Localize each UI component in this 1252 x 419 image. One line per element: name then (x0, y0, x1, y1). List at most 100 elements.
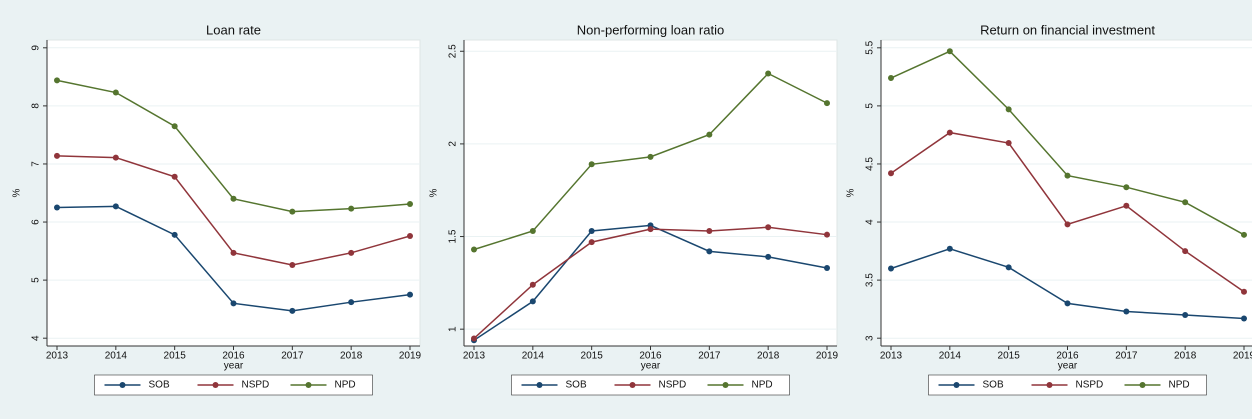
point (230, 195, 237, 202)
point (946, 129, 953, 136)
point (1241, 315, 1247, 322)
point (112, 203, 119, 210)
point (706, 227, 713, 234)
point (1182, 199, 1189, 206)
point (407, 291, 413, 298)
legend-label: NSPD (1076, 380, 1104, 391)
x-axis-label: year (641, 361, 661, 372)
point (824, 265, 830, 272)
point (946, 48, 953, 55)
chart-title: Non-performing loan ratio (577, 22, 724, 37)
point (765, 224, 772, 231)
y-tick-label: 2 (448, 141, 459, 147)
legend-label: NPD (335, 380, 356, 391)
legend-marker (305, 382, 312, 388)
point (54, 152, 60, 159)
point (946, 245, 953, 252)
point (112, 89, 119, 96)
legend-label: NSPD (242, 380, 270, 391)
legend-label: NSPD (659, 380, 687, 391)
y-tick-label: 1 (448, 326, 459, 332)
point (471, 335, 477, 342)
x-axis-label: year (224, 361, 244, 372)
point (1182, 311, 1189, 318)
legend-marker (629, 382, 636, 388)
point (588, 161, 595, 168)
y-tick-label: 4 (865, 219, 876, 225)
point (407, 201, 413, 208)
legend-marker (722, 382, 729, 388)
point (647, 226, 654, 233)
point (1241, 288, 1247, 295)
y-tick-label: 6 (31, 219, 42, 225)
y-axis-label: % (12, 188, 23, 197)
legend-label: SOB (566, 380, 587, 391)
point (230, 249, 237, 256)
x-tick-label: 2015 (998, 351, 1021, 362)
point (348, 299, 355, 306)
x-axis-label: year (1058, 361, 1078, 372)
point (289, 262, 296, 269)
point (706, 131, 713, 138)
y-axis-label: % (846, 188, 857, 197)
x-tick-label: 2018 (340, 351, 363, 362)
point (171, 231, 178, 238)
plot-area (463, 39, 838, 347)
point (1005, 264, 1012, 271)
x-tick-label: 2019 (399, 351, 422, 362)
point (1123, 308, 1130, 315)
point (529, 298, 536, 305)
point (230, 300, 237, 307)
point (1123, 184, 1130, 191)
x-tick-label: 2018 (1174, 351, 1197, 362)
point (765, 70, 772, 77)
y-tick-label: 9 (31, 45, 42, 51)
legend-label: SOB (983, 380, 1004, 391)
y-tick-label: 5.5 (865, 40, 876, 54)
point (348, 205, 355, 212)
point (407, 232, 413, 239)
legend-label: SOB (149, 380, 170, 391)
point (1005, 140, 1012, 147)
x-tick-label: 2017 (1115, 351, 1138, 362)
legend-marker (953, 382, 960, 388)
x-tick-label: 2013 (463, 351, 486, 362)
point (588, 227, 595, 234)
chart-title: Loan rate (206, 22, 261, 37)
point (289, 307, 296, 314)
point (647, 153, 654, 160)
point (529, 227, 536, 234)
legend-label: NPD (752, 380, 773, 391)
x-tick-label: 2015 (581, 351, 604, 362)
x-tick-label: 2019 (1233, 351, 1252, 362)
x-tick-label: 2013 (46, 351, 69, 362)
point (471, 246, 477, 253)
legend-marker (1139, 382, 1146, 388)
legend-label: NPD (1169, 380, 1190, 391)
point (888, 75, 894, 82)
point (888, 265, 894, 272)
legend-marker (536, 382, 543, 388)
x-tick-label: 2019 (816, 351, 839, 362)
y-tick-label: 3.5 (865, 273, 876, 287)
legend-marker (1046, 382, 1053, 388)
point (112, 154, 119, 161)
point (289, 208, 296, 215)
point (1182, 248, 1189, 255)
y-tick-label: 8 (31, 103, 42, 109)
point (706, 248, 713, 255)
point (1064, 221, 1071, 228)
point (765, 253, 772, 260)
point (824, 231, 830, 238)
legend-marker (119, 382, 126, 388)
y-tick-label: 3 (865, 335, 876, 341)
point (171, 123, 178, 130)
x-tick-label: 2017 (281, 351, 304, 362)
point (1064, 172, 1071, 179)
y-tick-label: 7 (31, 161, 42, 167)
point (54, 77, 60, 84)
point (348, 249, 355, 256)
x-tick-label: 2014 (105, 351, 128, 362)
